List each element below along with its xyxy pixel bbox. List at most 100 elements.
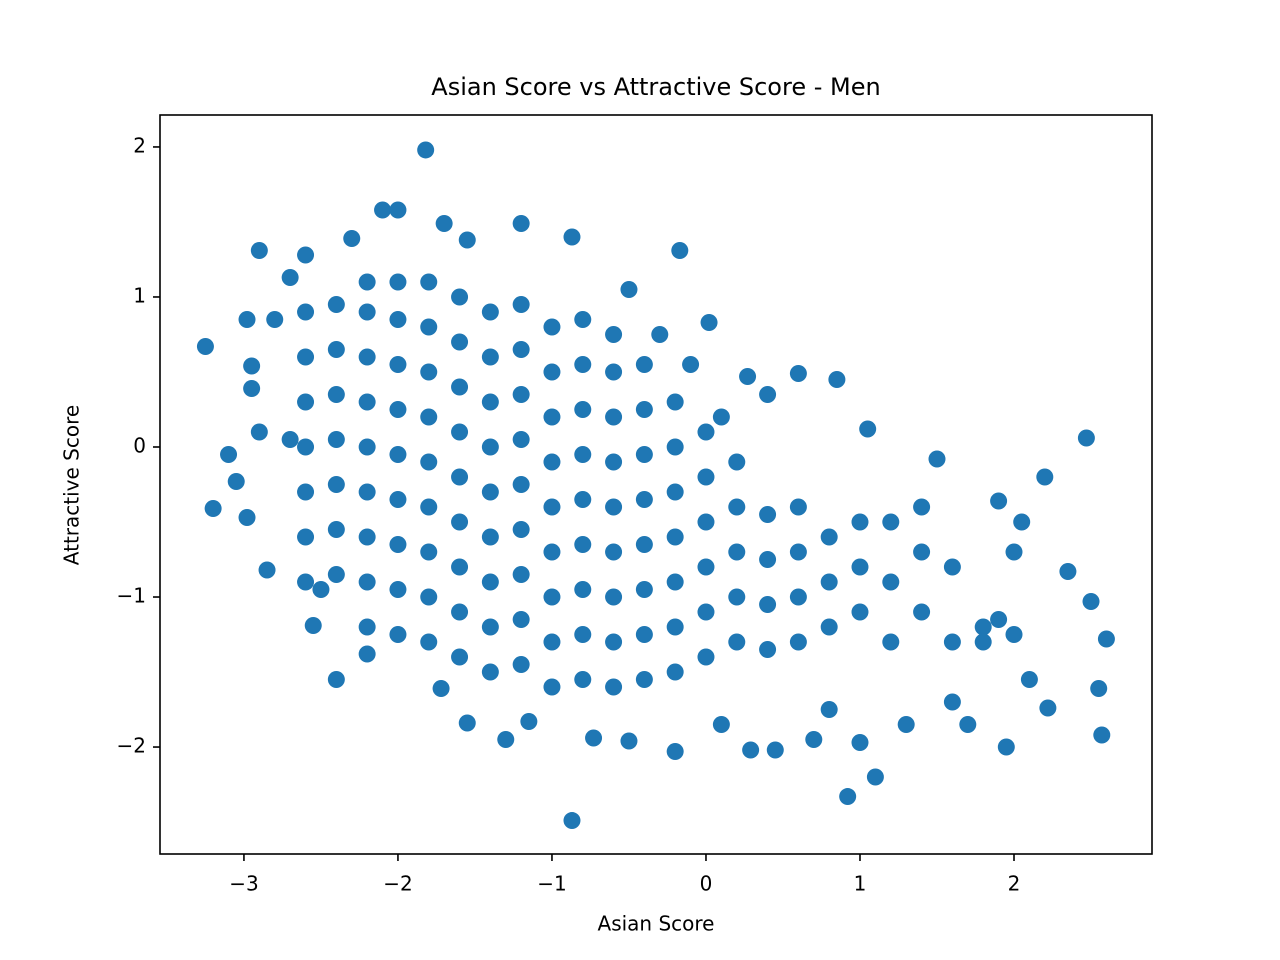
point: [1039, 699, 1057, 717]
point: [420, 633, 438, 651]
point: [451, 378, 469, 396]
point: [574, 536, 592, 554]
point: [866, 768, 884, 786]
point: [512, 566, 530, 584]
point: [1013, 513, 1031, 531]
point: [327, 671, 345, 689]
point: [620, 280, 638, 298]
point: [820, 528, 838, 546]
point: [1036, 468, 1054, 486]
point: [712, 716, 730, 734]
point: [563, 812, 581, 830]
point: [481, 348, 499, 366]
point: [451, 648, 469, 666]
point: [805, 731, 823, 749]
point: [327, 521, 345, 539]
point: [297, 573, 315, 591]
point: [327, 385, 345, 403]
x-tick-label: −2: [383, 872, 412, 896]
point: [728, 633, 746, 651]
point: [543, 543, 561, 561]
point: [574, 671, 592, 689]
point: [512, 656, 530, 674]
point: [859, 420, 877, 438]
point: [605, 498, 623, 516]
point: [327, 566, 345, 584]
y-tick-label: 0: [133, 433, 146, 457]
point: [243, 379, 261, 397]
point: [697, 648, 715, 666]
point: [297, 348, 315, 366]
point: [651, 325, 669, 343]
point: [389, 626, 407, 644]
point: [481, 528, 499, 546]
point: [358, 393, 376, 411]
point: [451, 333, 469, 351]
point: [1077, 429, 1095, 447]
point: [1059, 563, 1077, 581]
point: [481, 618, 499, 636]
point: [997, 738, 1015, 756]
point: [512, 476, 530, 493]
point: [297, 246, 315, 264]
point: [389, 400, 407, 418]
point: [512, 611, 530, 629]
point: [789, 543, 807, 561]
point: [327, 476, 345, 493]
point: [420, 273, 438, 291]
point: [574, 355, 592, 373]
point: [420, 363, 438, 381]
point: [605, 453, 623, 471]
point: [512, 340, 530, 358]
point: [697, 513, 715, 531]
point: [481, 438, 499, 456]
point: [481, 393, 499, 411]
point: [666, 528, 684, 546]
y-tick-label: 1: [133, 283, 146, 307]
point: [512, 521, 530, 539]
point: [585, 729, 603, 747]
point: [512, 430, 530, 448]
point: [666, 618, 684, 636]
point: [635, 355, 653, 373]
y-tick-label: −2: [117, 734, 146, 758]
point: [635, 400, 653, 418]
point: [227, 472, 245, 490]
point: [635, 536, 653, 554]
point: [759, 551, 777, 569]
point: [389, 201, 407, 219]
point: [700, 313, 718, 331]
point: [635, 581, 653, 599]
point: [766, 741, 784, 759]
point: [297, 528, 315, 546]
point: [327, 340, 345, 358]
point: [974, 618, 992, 636]
point: [458, 714, 476, 732]
point: [451, 603, 469, 621]
point: [389, 355, 407, 373]
point: [543, 498, 561, 516]
point: [605, 543, 623, 561]
point: [358, 303, 376, 321]
point: [574, 581, 592, 599]
point: [435, 214, 453, 232]
point: [481, 303, 499, 321]
point: [682, 355, 700, 373]
point: [759, 385, 777, 403]
point: [666, 393, 684, 411]
point: [420, 588, 438, 606]
point: [389, 445, 407, 463]
point: [697, 603, 715, 621]
point: [358, 618, 376, 636]
point: [481, 483, 499, 501]
point: [739, 367, 757, 385]
point: [635, 626, 653, 644]
point: [820, 618, 838, 636]
point: [451, 558, 469, 576]
point: [728, 453, 746, 471]
point: [697, 468, 715, 486]
x-tick-label: 2: [1008, 872, 1021, 896]
plot-frame: [159, 114, 1153, 855]
point: [1082, 593, 1100, 611]
